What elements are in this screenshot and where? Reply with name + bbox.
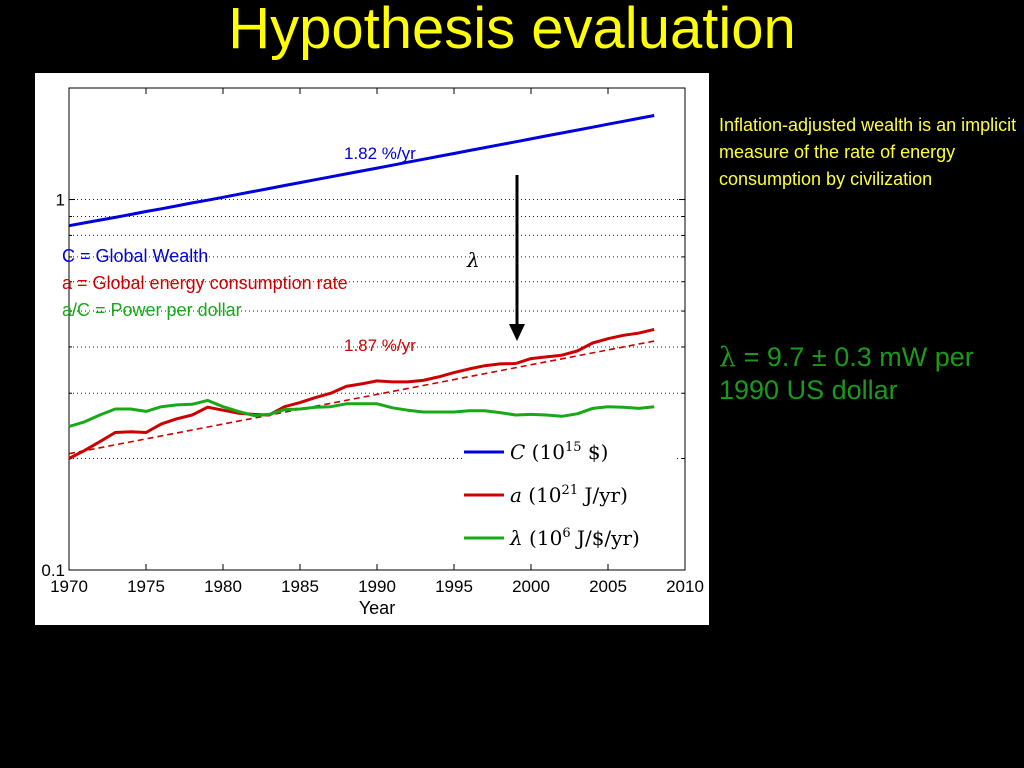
legend-entry-energy-label: a (1021 J/yr)	[510, 483, 628, 507]
annotations: 1.82 %/yr 1.87 %/yr C = Global Wealth a = G…	[62, 144, 525, 355]
x-tick-label: 2010	[666, 577, 704, 596]
x-tick-label: 1975	[127, 577, 165, 596]
explanation-note: Inflation-adjusted wealth is an implicit…	[719, 115, 1017, 189]
x-tick-label: 1970	[50, 577, 88, 596]
rate-label-energy: 1.87 %/yr	[344, 336, 416, 355]
legend-desc-wealth: C = Global Wealth	[62, 246, 208, 266]
rate-label-wealth: 1.82 %/yr	[344, 144, 416, 163]
x-tick-label: 2000	[512, 577, 550, 596]
x-tick-label: 1985	[281, 577, 319, 596]
x-axis-label: Year	[359, 598, 395, 618]
legend-box	[462, 426, 677, 558]
x-tick-label: 1995	[435, 577, 473, 596]
y-tick-label: 0.1	[41, 561, 65, 580]
lambda-symbol: λ	[719, 342, 737, 373]
lambda-value-text: = 9.7 ± 0.3 mW per 1990 US dollar	[719, 342, 974, 405]
y-tick-label: 1	[56, 191, 65, 210]
legend-entry-wealth-label: C (1015 $)	[510, 440, 608, 464]
legend: C (1015 $) a (1021 J/yr) λ (106 J/$/yr)	[462, 426, 677, 558]
wealth-line	[68, 114, 655, 228]
x-tick-label: 1990	[358, 577, 396, 596]
slide-title: Hypothesis evaluation	[228, 0, 796, 61]
lambda-line	[68, 398, 655, 428]
chart-panel: 1970 1975 1980 1985 1990 1995 2000 2005 2010 0.1 1…	[35, 73, 709, 625]
legend-desc-energy: a = Global energy consumption rate	[62, 273, 348, 293]
lambda-arrow-head	[509, 324, 525, 341]
arrow-lambda-label: λ	[466, 248, 480, 272]
legend-desc-power: a/C = Power per dollar	[62, 300, 242, 320]
axes: 1970 1975 1980 1985 1990 1995 2000 2005 2010 0.1 1…	[41, 87, 704, 618]
chart: 1970 1975 1980 1985 1990 1995 2000 2005 2010 0.1 1…	[41, 87, 704, 618]
lambda-result: λ = 9.7 ± 0.3 mW per 1990 US dollar	[719, 341, 1024, 407]
x-tick-label: 1980	[204, 577, 242, 596]
series-lines	[68, 114, 655, 460]
x-tick-label: 2005	[589, 577, 627, 596]
energy-rate-line	[68, 327, 655, 460]
legend-entry-lambda-label: λ (106 J/$/yr)	[509, 526, 640, 550]
